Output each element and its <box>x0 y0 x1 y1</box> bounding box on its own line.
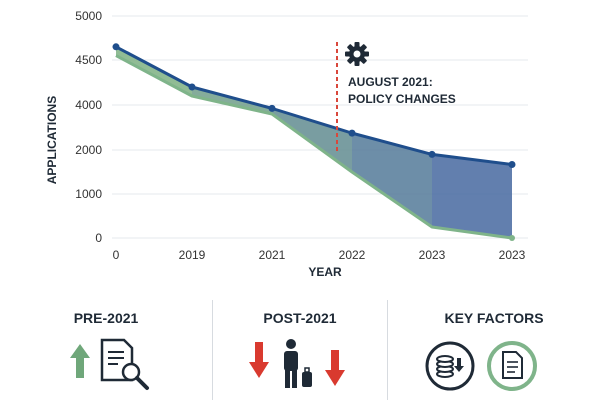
x-tick-label: 2023 <box>499 248 526 262</box>
annotation-line-2: POLICY CHANGES <box>348 92 456 106</box>
series-lines <box>115 45 513 240</box>
panel-post-2021: POST-2021 <box>213 300 387 400</box>
lower-series-point <box>509 235 515 241</box>
grid <box>112 15 528 239</box>
y-tick-label: 2000 <box>75 143 102 157</box>
area-fills <box>116 46 512 238</box>
panel-title-post-2021: POST-2021 <box>263 310 337 326</box>
panel-divider <box>387 300 388 400</box>
upper-series-line <box>115 45 513 167</box>
upper-series-point <box>112 43 120 51</box>
annotation-line-1: AUGUST 2021: <box>348 75 433 89</box>
y-tick-label: 0 <box>95 231 102 245</box>
y-tick-label: 1000 <box>75 187 102 201</box>
down-arrow-icon <box>325 350 345 386</box>
upper-series-point <box>348 129 356 137</box>
panel-key-factors: KEY FACTORS <box>388 300 600 400</box>
x-tick-label: 0 <box>113 248 120 262</box>
data-markers <box>112 43 516 241</box>
x-ticks: 0 2019 2021 2022 2023 2023 <box>113 248 526 262</box>
down-arrow-icon <box>249 342 269 378</box>
panel-title-key-factors: KEY FACTORS <box>444 310 544 326</box>
panel-title-pre-2021: PRE-2021 <box>73 310 139 326</box>
y-tick-label: 4000 <box>75 98 102 112</box>
upper-series-point <box>428 150 436 158</box>
document-icon <box>487 341 537 391</box>
document-search-icon <box>100 338 149 390</box>
y-ticks: 5000 4500 4000 2000 1000 0 <box>75 9 102 245</box>
y-axis-title: APPLICATIONS <box>45 96 59 184</box>
upper-series-point <box>188 83 196 91</box>
area-segment <box>352 133 432 227</box>
x-axis-title: YEAR <box>308 265 342 279</box>
y-tick-label: 5000 <box>75 9 102 23</box>
gear-icon <box>345 42 369 66</box>
traveler-icon <box>284 339 312 388</box>
y-tick-label: 4500 <box>75 53 102 67</box>
x-tick-label: 2021 <box>259 248 286 262</box>
area-segment <box>116 46 192 96</box>
x-tick-label: 2022 <box>339 248 366 262</box>
x-tick-label: 2019 <box>179 248 206 262</box>
upper-series-point <box>508 161 516 169</box>
area-segment <box>432 154 512 238</box>
panel-pre-2021: PRE-2021 <box>0 300 212 400</box>
chart: 5000 4500 4000 2000 1000 0 0 2019 2021 2022 2023 2… <box>45 9 528 279</box>
x-tick-label: 2023 <box>419 248 446 262</box>
up-arrow-icon <box>70 344 90 378</box>
coins-icon <box>425 341 475 391</box>
upper-series-point <box>268 104 276 112</box>
lower-series-line <box>115 54 513 240</box>
panel-divider <box>212 300 213 400</box>
